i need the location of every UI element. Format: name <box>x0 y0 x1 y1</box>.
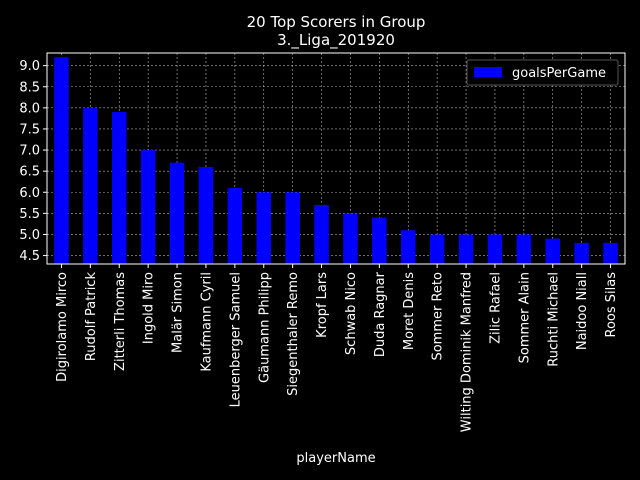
x-tick-label: Naidoo Niall <box>575 272 590 350</box>
x-tick-label: Moret Denis <box>402 272 417 350</box>
bar <box>140 150 156 264</box>
y-tick-label: 5.0 <box>19 228 40 243</box>
x-axis-label: playerName <box>296 451 375 466</box>
bar <box>487 234 503 264</box>
bar <box>227 188 243 264</box>
x-tick-label: Sommer Alain <box>517 272 532 363</box>
y-tick-label: 6.0 <box>19 186 40 201</box>
y-tick-label: 9.0 <box>19 59 40 74</box>
bar <box>458 234 474 264</box>
bar <box>83 107 98 264</box>
x-tick-label: Ruchti Michael <box>546 272 561 367</box>
x-tick-label: Siegenthaler Remo <box>286 272 301 396</box>
bar <box>545 238 560 264</box>
x-tick-label: Zilic Rafael <box>488 272 503 344</box>
x-axis-ticks: Digirolamo Mirco Rudolf Patrick Zitterli T… <box>55 264 619 432</box>
bars <box>54 57 618 264</box>
y-tick-label: 4.5 <box>19 249 40 264</box>
chart-title-line1: 20 Top Scorers in Group <box>247 13 426 31</box>
bar <box>169 162 185 264</box>
bar <box>256 192 271 264</box>
bar <box>401 230 416 264</box>
bar <box>314 204 329 264</box>
x-tick-label: Roos Silas <box>604 272 619 338</box>
chart-title-line2: 3._Liga_201920 <box>277 31 395 50</box>
bar <box>285 192 300 264</box>
x-tick-label: Zitterli Thomas <box>113 272 128 371</box>
y-tick-label: 8.0 <box>19 101 40 116</box>
x-tick-label: Wilting Dominik Manfred <box>460 272 475 432</box>
x-tick-label: Leuenberger Samuel <box>228 272 243 407</box>
bar <box>112 112 127 264</box>
legend: goalsPerGame <box>466 59 619 86</box>
x-tick-label: Gäumann Philipp <box>257 272 272 383</box>
bar <box>516 234 532 264</box>
bar <box>198 166 214 264</box>
x-tick-label: Digirolamo Mirco <box>55 272 70 382</box>
x-tick-label: Ingold Miro <box>142 272 157 344</box>
x-tick-label: Rudolf Patrick <box>84 272 99 362</box>
y-axis-ticks: 4.5 5.0 5.5 6.0 6.5 7.0 7.5 8.0 8.5 9.0 <box>19 59 47 264</box>
x-tick-label: Malär Simon <box>171 272 186 353</box>
bar <box>54 57 69 264</box>
legend-swatch <box>474 67 502 77</box>
bar <box>603 242 618 264</box>
x-tick-label: Schwab Nico <box>344 272 359 355</box>
x-tick-label: Kaufmann Cyril <box>199 272 214 372</box>
x-tick-label: Sommer Reto <box>431 272 446 361</box>
x-tick-label: Kropf Lars <box>315 272 330 338</box>
y-tick-label: 7.0 <box>19 144 40 159</box>
bar <box>429 234 445 264</box>
x-tick-label: Duda Ragnar <box>373 271 388 357</box>
y-tick-label: 7.5 <box>19 122 40 137</box>
plot-frame <box>46 52 626 265</box>
y-tick-label: 6.5 <box>19 165 40 180</box>
legend-box <box>466 59 619 86</box>
y-tick-label: 5.5 <box>19 207 40 222</box>
bar <box>343 213 358 264</box>
legend-label: goalsPerGame <box>512 66 606 81</box>
y-tick-label: 8.5 <box>19 80 40 95</box>
bar <box>574 242 589 264</box>
bar <box>372 217 387 264</box>
